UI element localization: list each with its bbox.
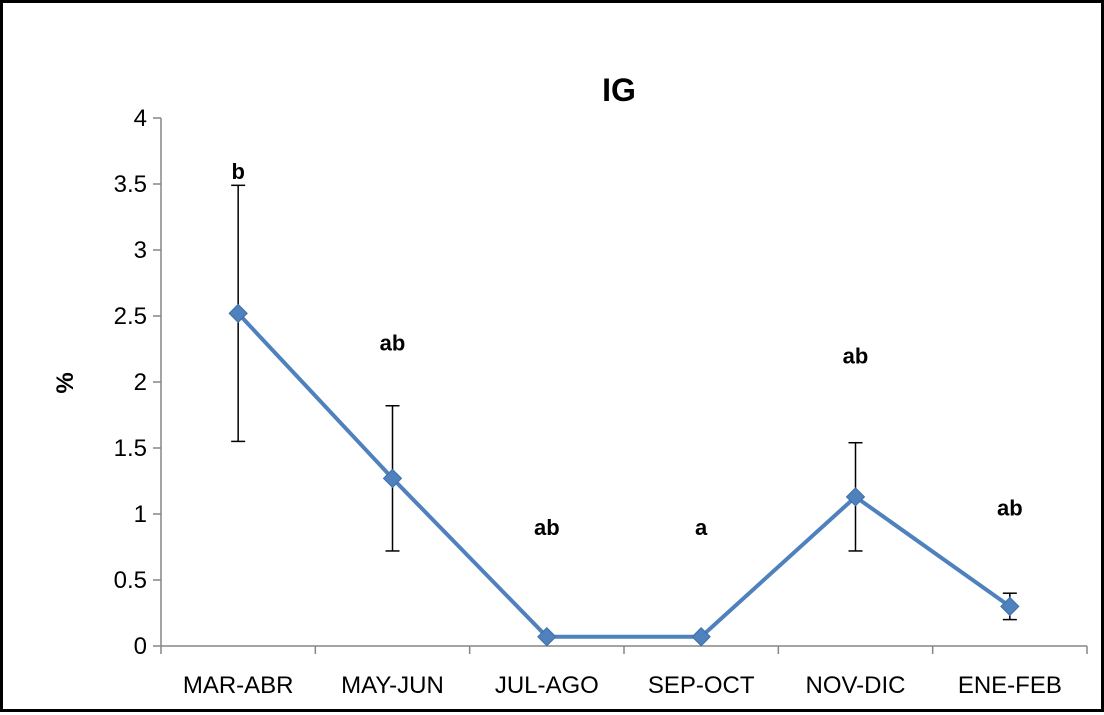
x-tick-label: JUL-AGO [495,672,599,699]
data-point [691,627,711,647]
y-tick-label: 0.5 [114,567,147,594]
significance-label: a [695,515,708,540]
y-tick-label: 1 [134,501,147,528]
significance-label: ab [997,495,1023,520]
data-point [845,487,866,507]
x-tick-label: NOV-DIC [805,672,905,699]
x-tick-label: MAR-ABR [183,672,294,699]
data-point [382,468,403,489]
data-point [228,303,248,324]
x-ticks: MAR-ABR MAY-JUN JUL-AGO SEP-OCT NOV-DIC ENE-F… [160,646,1088,699]
annotations: b ab ab a ab ab [231,159,1022,540]
error-bars [231,184,1017,621]
significance-label: b [231,159,244,184]
data-point [537,627,557,647]
series-line [236,311,1011,639]
y-ticks: 0 0.5 1 1.5 2 2.5 3 3.5 4 [114,105,161,660]
significance-label: ab [380,330,406,355]
y-tick-label: 1.5 [114,435,147,462]
x-tick-label: MAY-JUN [341,672,444,699]
y-tick-label: 4 [134,105,147,132]
y-tick-label: 3.5 [114,171,147,198]
x-tick-label: ENE-FEB [958,672,1062,699]
y-tick-label: 2.5 [114,303,147,330]
significance-label: ab [843,344,869,369]
y-axis-label: % [52,372,79,393]
data-point [1000,596,1020,617]
chart-title: IG [602,72,636,108]
y-tick-label: 0 [134,633,147,660]
y-tick-label: 2 [134,369,147,396]
significance-label: ab [534,515,560,540]
y-tick-label: 3 [134,237,147,264]
series [228,303,1020,647]
x-tick-label: SEP-OCT [648,672,755,699]
line-chart: IG % 0 0.5 1 1.5 2 2.5 3 3.5 4 MAR-ABR MAY-JUN JUL… [52,72,1088,699]
